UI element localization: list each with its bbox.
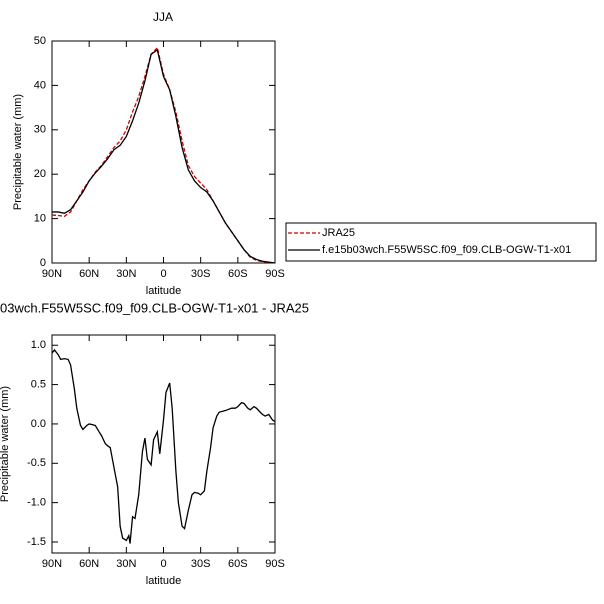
x-tick-label: 90N (42, 558, 62, 570)
x-tick-label: 30S (191, 558, 211, 570)
chart-title: JJA (153, 10, 173, 24)
x-tick-label: 90N (42, 268, 62, 280)
legend-label: f.e15b03wch.F55W5SC.f09_f09.CLB-OGW-T1-x… (322, 244, 571, 256)
x-tick-label: 30N (116, 268, 136, 280)
y-tick-label: 50 (34, 35, 46, 47)
x-tick-label: 30N (116, 558, 136, 570)
y-axis-label: Precipitable water (mm) (12, 94, 24, 210)
x-tick-label: 90S (265, 558, 285, 570)
y-tick-label: 10 (34, 213, 46, 225)
x-tick-label: 60S (228, 268, 248, 280)
y-tick-label: 1.0 (31, 339, 46, 351)
legend-label: JRA25 (322, 227, 355, 239)
y-tick-label: -0.5 (27, 457, 46, 469)
y-tick-label: 20 (34, 168, 46, 180)
y-axis-label: Precipitable water (mm) (0, 386, 11, 502)
y-tick-label: 30 (34, 124, 46, 136)
y-tick-label: 40 (34, 79, 46, 91)
x-axis-label: latitude (146, 575, 181, 587)
x-tick-label: 60N (79, 558, 99, 570)
series-line (52, 46, 275, 263)
x-tick-label: 60N (79, 268, 99, 280)
chart-title: 03wch.F55W5SC.f09_f09.CLB-OGW-T1-x01 - J… (0, 300, 309, 315)
x-axis-label: latitude (146, 285, 181, 297)
y-tick-label: -1.0 (27, 497, 46, 509)
x-tick-label: 0 (160, 558, 166, 570)
x-tick-label: 0 (160, 268, 166, 280)
series-line (52, 48, 275, 263)
plot-frame (51, 334, 276, 554)
y-tick-label: 0 (40, 257, 46, 269)
x-tick-label: 30S (191, 268, 211, 280)
x-tick-label: 60S (228, 558, 248, 570)
x-tick-label: 90S (265, 268, 285, 280)
y-tick-label: 0.5 (31, 378, 46, 390)
legend-box (285, 222, 597, 262)
y-tick-label: -1.5 (27, 536, 46, 548)
y-tick-label: 0.0 (31, 418, 46, 430)
series-line (52, 348, 275, 544)
